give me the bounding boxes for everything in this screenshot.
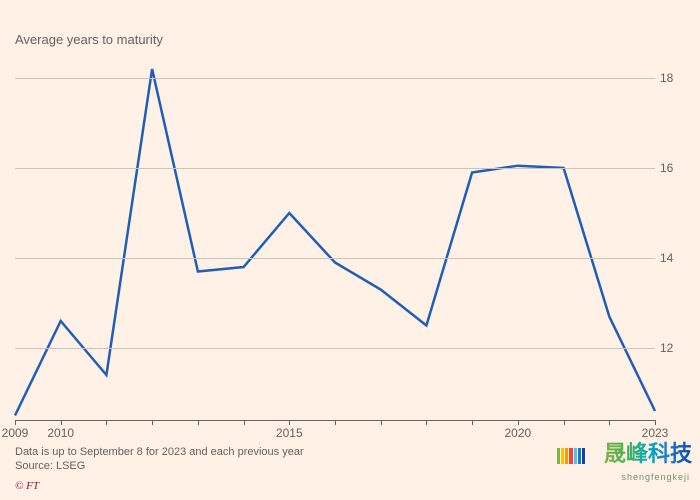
x-tick: [609, 420, 610, 425]
gridline: [15, 168, 655, 169]
watermark-logo-stripes: [557, 448, 585, 464]
chart-subtitle: Average years to maturity: [15, 32, 163, 47]
watermark-logo-subtext: shengfengkeji: [621, 472, 690, 482]
x-tick: [289, 420, 290, 425]
y-axis-label: 12: [660, 341, 685, 355]
footnote-data-range: Data is up to September 8 for 2023 and e…: [15, 446, 304, 458]
x-axis-label: 2020: [504, 426, 531, 440]
watermark-logo-text: 晟峰科技: [604, 436, 692, 468]
line-chart-svg: [15, 60, 655, 420]
x-tick: [472, 420, 473, 425]
x-tick: [152, 420, 153, 425]
x-tick: [426, 420, 427, 425]
y-axis-label: 14: [660, 251, 685, 265]
x-tick: [106, 420, 107, 425]
x-axis-label: 2015: [276, 426, 303, 440]
x-tick: [564, 420, 565, 425]
y-axis-label: 18: [660, 71, 685, 85]
x-axis-label: 2010: [47, 426, 74, 440]
footnote-source: Source: LSEG: [15, 460, 85, 472]
gridline: [15, 78, 655, 79]
x-tick: [15, 420, 16, 425]
x-tick: [655, 420, 656, 425]
x-axis-label: 2009: [2, 426, 29, 440]
x-tick: [61, 420, 62, 425]
copyright-credit: © FT: [15, 480, 39, 492]
x-tick: [518, 420, 519, 425]
gridline: [15, 348, 655, 349]
gridline: [15, 258, 655, 259]
chart-plot-area: 1214161820092010201520202023: [15, 60, 685, 420]
x-tick: [335, 420, 336, 425]
x-tick: [381, 420, 382, 425]
x-tick: [244, 420, 245, 425]
y-axis-label: 16: [660, 161, 685, 175]
x-tick: [198, 420, 199, 425]
